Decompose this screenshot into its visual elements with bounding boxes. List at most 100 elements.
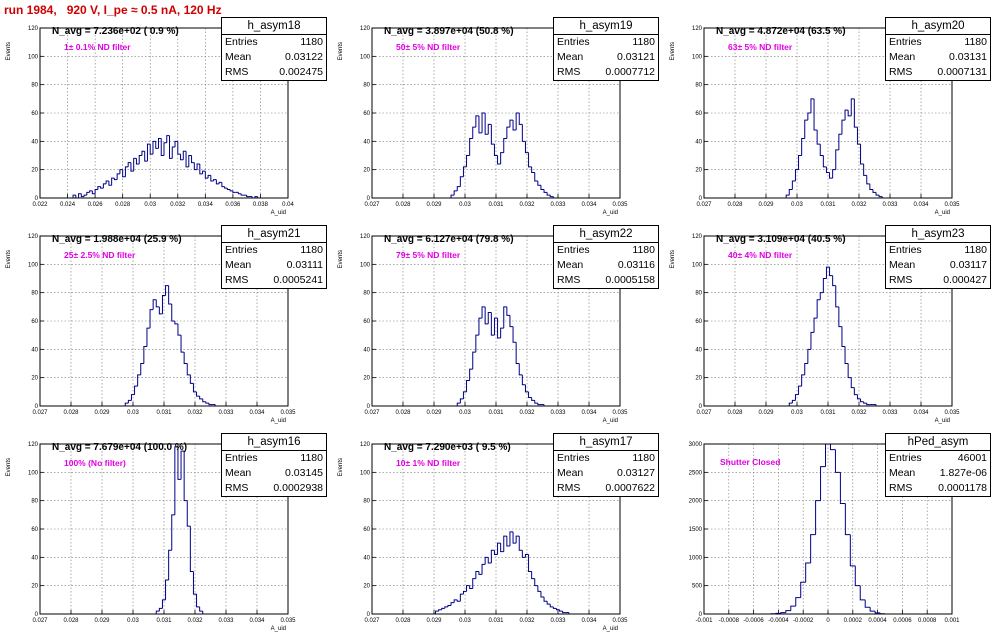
x-tick-label: 0.034	[913, 410, 929, 416]
filter-annotation: 100% (No filter)	[64, 458, 126, 468]
stats-label-entries: Entries	[225, 451, 258, 466]
histogram-bin	[867, 175, 870, 184]
y-tick-label: 120	[28, 26, 39, 32]
histogram-bin	[836, 286, 839, 307]
y-tick-label: 80	[31, 499, 38, 505]
stats-label-rms: RMS	[225, 273, 248, 288]
y-tick-label: 80	[31, 83, 38, 89]
histogram-bin	[808, 349, 811, 363]
histogram-title: N_avg = 4.872e+04 (63.5 %)	[716, 26, 846, 37]
histogram-bin	[141, 364, 144, 375]
histogram-bin	[805, 120, 808, 138]
stats-label-rms: RMS	[225, 481, 248, 496]
histogram-series	[457, 307, 544, 406]
histogram-bin	[233, 191, 236, 192]
stats-value-entries: 1180	[300, 35, 323, 50]
histogram-bin	[197, 392, 200, 396]
histogram-series	[786, 99, 882, 198]
histogram-bin	[823, 156, 826, 167]
stats-label-entries: Entries	[889, 243, 922, 258]
y-tick-label: 40	[695, 139, 702, 145]
histogram-name: hPed_asym	[886, 434, 990, 451]
histogram-bin	[222, 182, 225, 186]
stats-label-rms: RMS	[225, 65, 248, 80]
histogram-bin	[225, 187, 228, 188]
histogram-bin	[190, 526, 193, 571]
y-tick-label: 20	[31, 584, 38, 590]
histogram-bin	[522, 375, 525, 385]
y-tick-label: 60	[363, 111, 370, 117]
y-tick-label: 100	[360, 262, 371, 268]
x-tick-label: 0.034	[913, 202, 929, 208]
histogram-bin	[541, 185, 544, 189]
y-tick-label: 120	[360, 26, 371, 32]
histogram-bin	[442, 608, 445, 609]
histogram-bin	[823, 279, 826, 293]
histogram-bin	[172, 515, 175, 550]
histogram-bin	[162, 296, 165, 314]
x-tick-label: 0.032	[519, 618, 535, 624]
histogram-bin	[820, 144, 823, 155]
x-tick-label: -0.0006	[743, 618, 764, 624]
x-tick-label: 0.027	[696, 410, 712, 416]
y-tick-label: 120	[28, 442, 39, 448]
histogram-bin	[544, 597, 547, 601]
histogram-bin	[95, 190, 98, 194]
histogram-bin	[473, 579, 476, 589]
histogram-bin	[187, 364, 190, 375]
stats-value-rms: 0.0005158	[605, 273, 655, 288]
histogram-series	[451, 113, 553, 198]
x-tick-label: 0.035	[944, 202, 960, 208]
stats-label-mean: Mean	[889, 258, 915, 273]
x-tick-label: 0.038	[253, 202, 269, 208]
x-tick-label: 0.032	[851, 202, 867, 208]
histogram-bin	[451, 603, 454, 606]
y-axis-title: Events	[6, 458, 12, 476]
histogram-bin	[535, 579, 538, 586]
histogram-bin	[84, 195, 87, 196]
stats-value-mean: 0.03121	[617, 50, 655, 65]
x-tick-label: 0.035	[280, 410, 296, 416]
histogram-series	[789, 267, 876, 406]
histogram-bin	[796, 598, 801, 607]
x-tick-label: 0.035	[612, 618, 628, 624]
histogram-bin	[789, 190, 792, 196]
histogram-bin	[808, 113, 811, 120]
x-tick-label: 0.036	[225, 202, 241, 208]
x-tick-label: 0.03	[127, 618, 139, 624]
histogram-bin	[117, 174, 120, 180]
y-tick-label: 1500	[689, 527, 703, 533]
histogram-bin	[563, 611, 566, 612]
histogram-bin	[156, 300, 159, 307]
histogram-bin	[470, 369, 473, 380]
x-tick-label: 0.029	[426, 410, 442, 416]
histogram-bin	[547, 192, 550, 195]
filter-annotation: 1± 0.1% ND filter	[64, 42, 131, 52]
y-tick-label: 60	[363, 527, 370, 533]
histogram-bin	[860, 586, 865, 600]
x-tick-label: 0.033	[550, 202, 566, 208]
histogram-bin	[547, 601, 550, 604]
x-tick-label: 0.035	[612, 410, 628, 416]
histogram-bin	[473, 127, 476, 138]
histogram-bin	[550, 604, 553, 607]
histogram-bin	[879, 195, 882, 196]
x-tick-label: 0.033	[218, 410, 234, 416]
